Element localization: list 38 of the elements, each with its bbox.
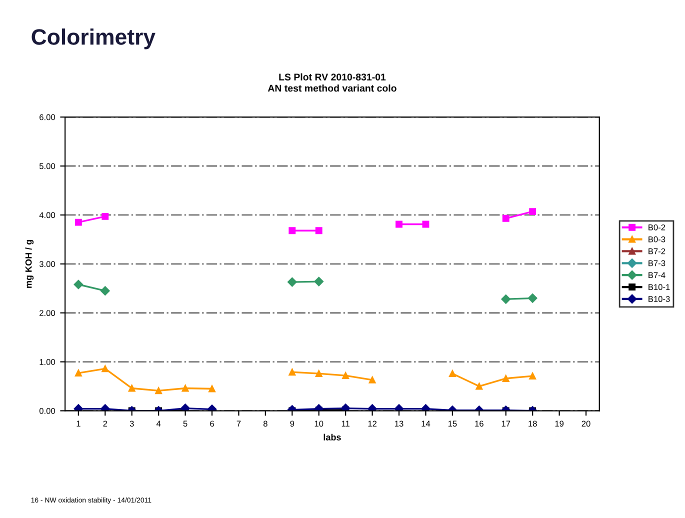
legend-label: B10-3 <box>648 296 670 302</box>
x-tick-label: 11 <box>342 420 350 427</box>
legend-label: B10-1 <box>648 284 670 290</box>
y-tick-label: 3.00 <box>39 261 56 268</box>
y-tick-label: 2.00 <box>40 310 56 316</box>
x-tick-label: 1 <box>76 420 80 427</box>
y-tick-label: 0.00 <box>39 408 56 414</box>
x-tick-label: 13 <box>395 420 404 427</box>
chart-title: Colorimetry <box>32 28 156 50</box>
x-tick-label: 9 <box>290 420 294 427</box>
x-tick-label: 17 <box>502 420 510 427</box>
x-tick-label: 20 <box>582 420 590 427</box>
y-tick-label: 1.00 <box>40 359 56 365</box>
legend-label: B0-3 <box>648 236 666 242</box>
y-axis-title: mg KOH / g <box>25 240 34 288</box>
legend-label: B7-4 <box>648 272 666 278</box>
x-tick-label: 14 <box>422 420 430 427</box>
x-tick-label: 8 <box>263 420 268 427</box>
y-tick-label: 5.00 <box>39 163 56 170</box>
x-tick-label: 10 <box>314 420 324 427</box>
x-tick-label: 12 <box>368 420 377 427</box>
x-tick-label: 16 <box>475 420 484 427</box>
x-tick-label: 3 <box>130 420 134 427</box>
chart-subtitle: LS Plot RV 2010-831-01 AN test method variant colo <box>268 73 396 92</box>
x-tick-label: 15 <box>448 420 457 427</box>
legend-label: B7-2 <box>648 248 666 254</box>
legend-label: B7-3 <box>648 260 666 266</box>
y-tick-label: 6.00 <box>40 114 56 120</box>
x-axis-title: labs <box>324 434 341 440</box>
x-tick-label: 2 <box>103 420 108 427</box>
x-tick-label: 19 <box>555 420 564 427</box>
x-tick-label: 7 <box>236 420 241 427</box>
legend-label: B0-2 <box>648 224 666 230</box>
y-tick-label: 4.00 <box>39 212 56 218</box>
x-tick-label: 4 <box>156 420 161 427</box>
x-tick-label: 18 <box>528 420 537 427</box>
x-tick-label: 5 <box>183 420 188 427</box>
x-tick-label: 6 <box>210 420 214 427</box>
